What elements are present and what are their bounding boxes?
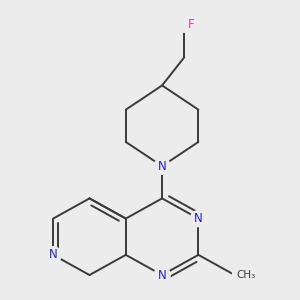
Text: N: N	[194, 212, 203, 225]
FancyBboxPatch shape	[232, 267, 256, 283]
Text: F: F	[188, 19, 194, 32]
Text: N: N	[49, 248, 58, 261]
Text: N: N	[158, 268, 167, 281]
Circle shape	[45, 247, 61, 263]
Circle shape	[154, 158, 170, 174]
Circle shape	[190, 211, 206, 226]
Text: CH₃: CH₃	[237, 270, 256, 280]
Circle shape	[154, 267, 170, 283]
Circle shape	[177, 18, 191, 32]
Text: N: N	[158, 160, 167, 172]
